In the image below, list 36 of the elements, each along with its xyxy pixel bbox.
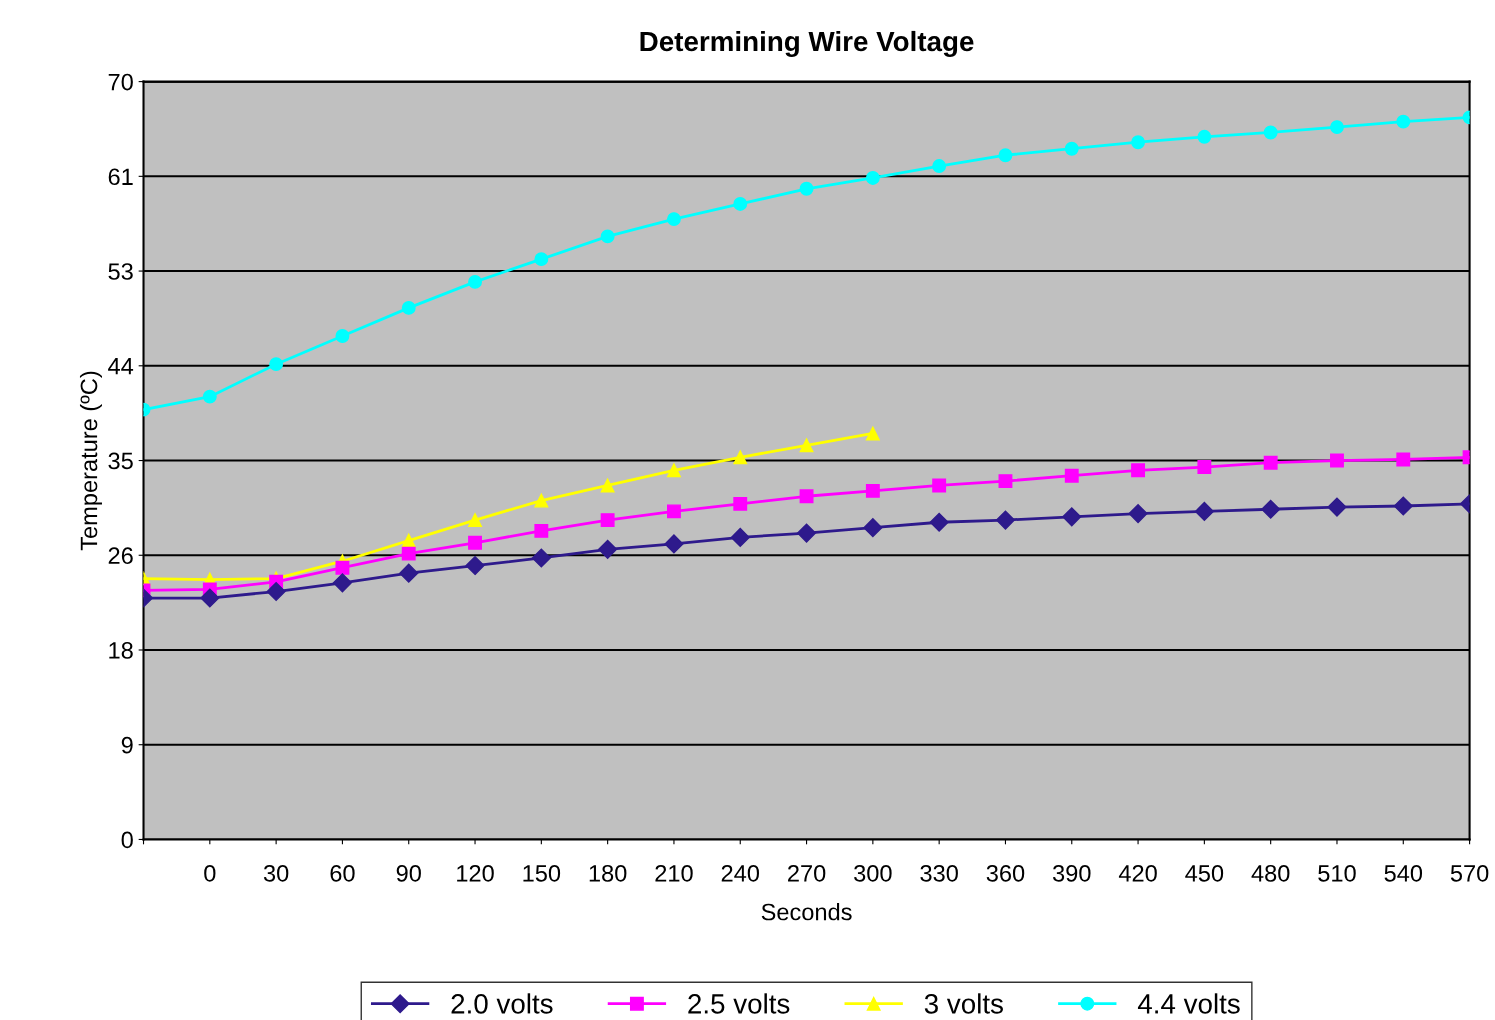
chart-title: Determining Wire Voltage xyxy=(640,30,974,57)
legend-label: 2.5 volts xyxy=(688,993,790,1014)
x-tick-label: 90 xyxy=(396,864,421,882)
x-tick-label: 150 xyxy=(523,864,561,882)
x-tick-label: 60 xyxy=(330,864,355,882)
legend-label: 3 volts xyxy=(924,993,1003,1014)
y-tick-label: 0 xyxy=(121,831,133,849)
x-tick-label: 210 xyxy=(655,864,693,882)
y-axis-title: Temperature (ºC) xyxy=(79,371,102,551)
x-tick-label: 300 xyxy=(854,864,892,882)
x-tick-label: 420 xyxy=(1118,864,1157,882)
x-tick-label: 120 xyxy=(457,864,494,882)
x-tick-label: 270 xyxy=(788,864,826,882)
x-axis-title: Seconds xyxy=(761,903,852,921)
y-tick-label: 53 xyxy=(108,263,133,280)
x-tick-label: 330 xyxy=(920,864,958,882)
y-tick-label: 70 xyxy=(108,73,133,91)
x-tick-label: 240 xyxy=(721,864,760,882)
x-tick-label: 180 xyxy=(589,864,627,882)
y-tick-label: 26 xyxy=(108,547,133,565)
x-tick-label: 360 xyxy=(986,864,1025,882)
x-tick-label: 570 xyxy=(1450,864,1489,882)
y-tick-label: 44 xyxy=(108,358,134,375)
x-tick-label: 510 xyxy=(1318,864,1356,882)
x-tick-label: 450 xyxy=(1185,864,1224,882)
legend-label: 4.4 volts xyxy=(1137,993,1240,1014)
y-tick-label: 61 xyxy=(108,168,133,186)
x-tick-label: 390 xyxy=(1052,864,1091,882)
y-tick-label: 35 xyxy=(108,452,133,470)
x-tick-label: 0 xyxy=(204,864,216,882)
y-tick-label: 9 xyxy=(121,736,133,754)
x-tick-label: 540 xyxy=(1384,864,1423,882)
legend-label: 2.0 volts xyxy=(451,993,553,1014)
x-tick-label: 480 xyxy=(1251,864,1290,882)
y-tick-label: 18 xyxy=(109,642,133,659)
x-tick-label: 30 xyxy=(263,864,289,882)
